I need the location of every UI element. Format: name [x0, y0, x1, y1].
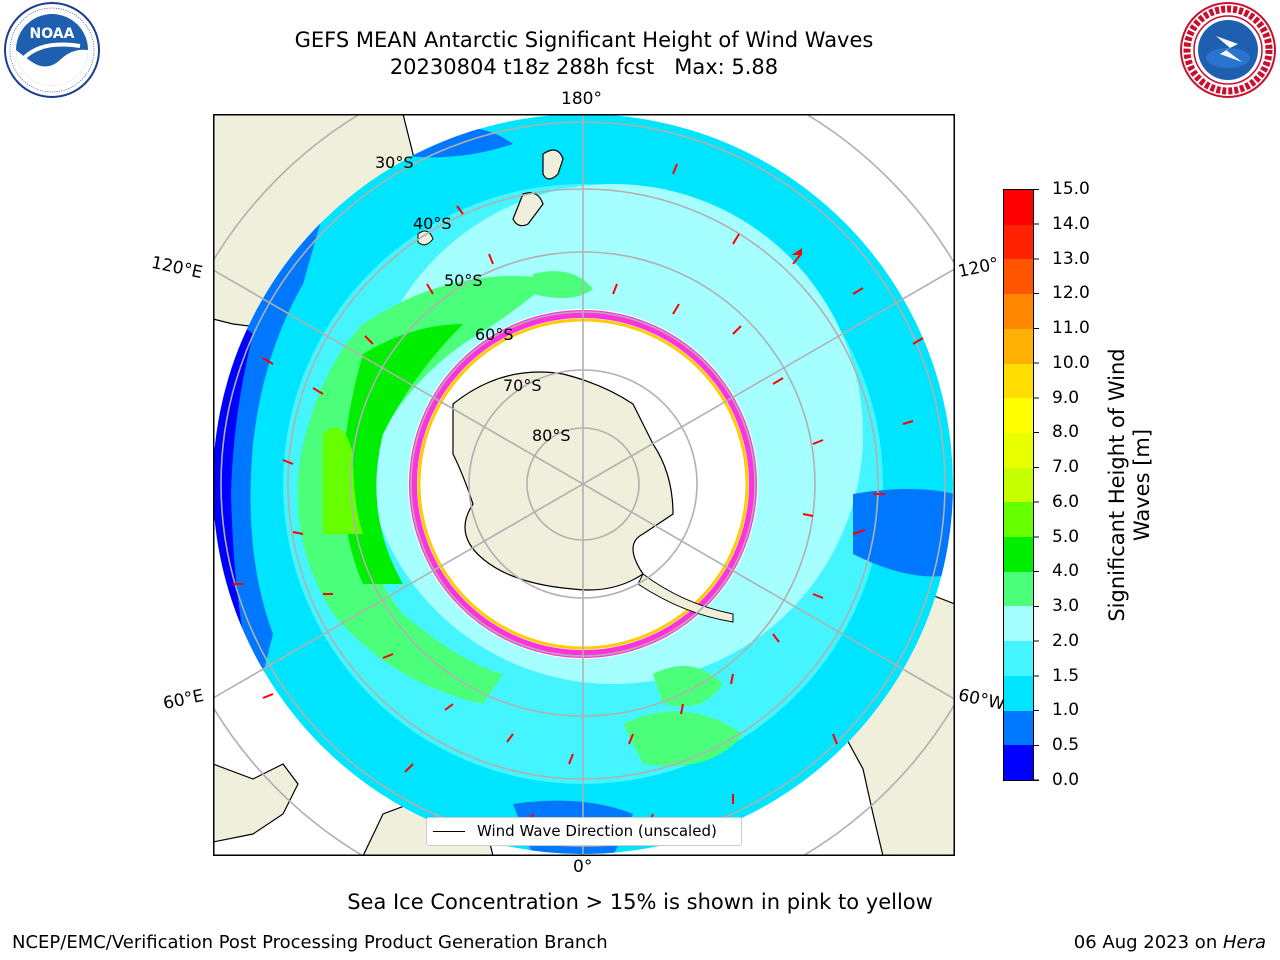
lon-label-60e: 60°E [161, 685, 206, 715]
noaa-logo: NOAA [4, 2, 100, 98]
sea-ice-caption: Sea Ice Concentration > 15% is shown in … [347, 890, 933, 914]
lat-label-50s: 50°S [444, 271, 483, 290]
lat-label-40s: 40°S [413, 214, 452, 233]
legend-label: Wind Wave Direction (unscaled) [477, 822, 717, 840]
colorbar-tick-marks [1033, 189, 1039, 781]
polar-map [213, 114, 955, 856]
chart-title: GEFS MEAN Antarctic Significant Height o… [294, 28, 874, 52]
footer-host: Hera [1222, 932, 1266, 953]
tick-label: 6.0 [1052, 492, 1080, 512]
new-zealand-land [542, 149, 564, 180]
lat-label-70s: 70°S [503, 376, 542, 395]
tick-label: 12.0 [1052, 283, 1090, 303]
colorbar-label-line2: Waves [m] [1130, 428, 1154, 542]
lon-label-120w: 120° [956, 253, 1001, 283]
tick-label: 5.0 [1052, 527, 1080, 547]
tick-label: 4.0 [1052, 561, 1080, 581]
lat-label-30s: 30°S [375, 153, 414, 172]
lon-label-60w: 60°W [956, 685, 1007, 715]
tick-label: 13.0 [1052, 249, 1090, 269]
noaa-logo-text: NOAA [30, 26, 75, 42]
legend-line [433, 831, 465, 832]
chart-subtitle: 20230804 t18z 288h fcst Max: 5.88 [389, 55, 779, 79]
tick-label: 0.0 [1052, 770, 1080, 790]
lat-label-80s: 80°S [532, 426, 571, 445]
africa-land [214, 763, 299, 843]
tick-label: 1.5 [1052, 666, 1080, 686]
graticule [214, 115, 954, 855]
lon-label-180: 180° [561, 89, 602, 109]
footer-right: 06 Aug 2023 on Hera [1074, 932, 1266, 953]
nws-logo [1180, 2, 1276, 98]
tick-label: 9.0 [1052, 388, 1080, 408]
tick-label: 8.0 [1052, 422, 1080, 442]
tick-label: 10.0 [1052, 353, 1090, 373]
footer-left: NCEP/EMC/Verification Post Processing Pr… [12, 932, 608, 953]
tick-label: 14.0 [1052, 214, 1090, 234]
lon-label-120e: 120°E [149, 252, 205, 284]
footer-date: 06 Aug 2023 on [1073, 932, 1223, 953]
tick-label: 3.0 [1052, 596, 1080, 616]
tick-label: 15.0 [1052, 179, 1090, 199]
colorbar-label-line1: Significant Height of Wind [1105, 348, 1129, 622]
colorbar-label: Significant Height of Wind Waves [m] [1105, 325, 1155, 645]
tick-label: 7.0 [1052, 457, 1080, 477]
tick-label: 0.5 [1052, 735, 1080, 755]
colorbar [1003, 189, 1034, 781]
tick-label: 1.0 [1052, 700, 1080, 720]
tick-label: 2.0 [1052, 631, 1080, 651]
colorbar-ticks: 0.0 0.5 1.0 1.5 2.0 3.0 4.0 5.0 6.0 7.0 … [1034, 170, 1094, 800]
map-legend: Wind Wave Direction (unscaled) [426, 817, 742, 846]
antarctica-land [452, 371, 674, 591]
tick-label: 11.0 [1052, 318, 1090, 338]
lat-label-60s: 60°S [475, 325, 514, 344]
lon-label-0: 0° [573, 857, 593, 877]
